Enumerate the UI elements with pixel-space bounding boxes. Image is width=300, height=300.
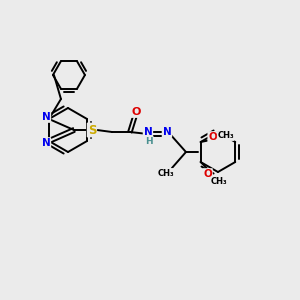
Text: CH₃: CH₃ <box>217 131 234 140</box>
Text: N: N <box>163 127 171 137</box>
Text: S: S <box>88 124 96 136</box>
Text: N: N <box>42 138 50 148</box>
Text: O: O <box>131 107 141 117</box>
Text: O: O <box>203 169 212 179</box>
Text: CH₃: CH₃ <box>158 169 174 178</box>
Text: O: O <box>208 132 217 142</box>
Text: N: N <box>144 127 152 137</box>
Text: N: N <box>42 112 50 122</box>
Text: CH₃: CH₃ <box>210 178 227 187</box>
Text: H: H <box>145 136 153 146</box>
